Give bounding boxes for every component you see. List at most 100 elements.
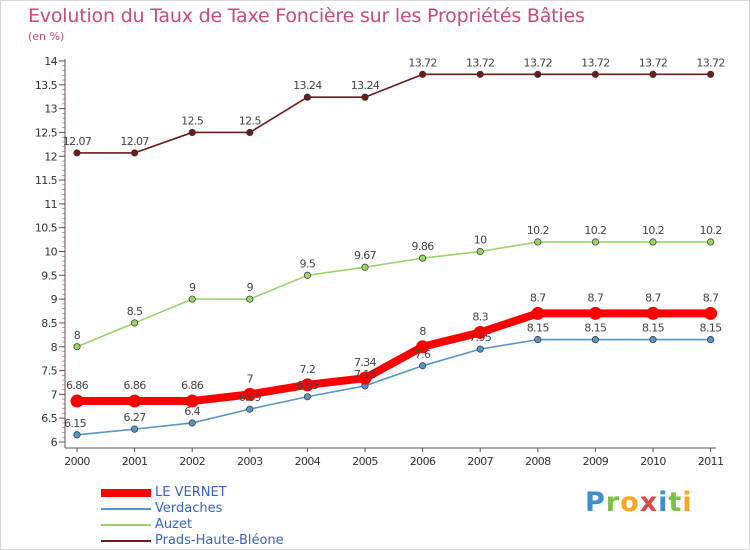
- data-point: [476, 345, 484, 353]
- data-label: 8: [74, 329, 81, 342]
- data-label: 13.72: [581, 56, 610, 69]
- y-tick-label: 6.5: [41, 412, 57, 425]
- data-label: 7: [247, 372, 254, 385]
- data-point: [649, 336, 657, 344]
- data-point: [246, 128, 254, 136]
- data-label: 13.24: [351, 79, 380, 92]
- data-point: [246, 405, 254, 413]
- series-line: [76, 338, 712, 436]
- chart-title: Evolution du Taux de Taxe Foncière sur l…: [28, 5, 585, 27]
- data-point: [243, 387, 257, 401]
- data-label: 13.24: [293, 79, 322, 92]
- data-label: 7.18: [354, 368, 377, 381]
- data-label: 9.5: [300, 257, 316, 270]
- legend-swatch: [101, 540, 151, 542]
- data-point: [303, 93, 311, 101]
- data-point: [358, 371, 372, 385]
- data-point: [476, 247, 484, 256]
- data-label: 6.86: [66, 379, 89, 392]
- y-tick-label: 8: [51, 341, 58, 354]
- y-tick-label: 10: [44, 246, 57, 259]
- data-label: 8: [419, 325, 426, 338]
- data-label: 8.7: [703, 291, 719, 304]
- data-point: [131, 319, 139, 327]
- x-tick-label: 2008: [525, 455, 551, 468]
- legend-swatch: [101, 524, 151, 526]
- data-point: [188, 295, 196, 303]
- data-label: 8.3: [472, 310, 488, 323]
- legend-label: LE VERNET: [155, 485, 227, 500]
- data-label: 8.15: [584, 322, 607, 335]
- x-tick-label: 2002: [179, 455, 205, 468]
- data-label: 10.2: [527, 224, 549, 237]
- data-point: [531, 306, 545, 320]
- data-point: [303, 271, 311, 279]
- data-label: 6.86: [181, 379, 204, 392]
- series-line: [76, 73, 712, 154]
- data-label: 10: [474, 234, 487, 247]
- y-tick-label: 11.5: [35, 174, 58, 187]
- y-tick-label: 7.5: [41, 365, 57, 378]
- data-point: [73, 343, 81, 351]
- series-line: [76, 241, 712, 348]
- data-label: 7.95: [469, 331, 492, 344]
- data-point: [185, 394, 199, 408]
- data-label: 7.2: [300, 363, 316, 376]
- data-label: 6.69: [239, 391, 262, 404]
- data-label: 6.95: [296, 379, 319, 392]
- data-label: 12.5: [181, 114, 204, 127]
- data-point: [646, 306, 660, 320]
- unit-label: (en %): [28, 30, 65, 43]
- data-point: [419, 362, 427, 370]
- data-point: [73, 149, 81, 157]
- data-label: 10.2: [584, 224, 606, 237]
- data-point: [649, 70, 657, 78]
- data-point: [707, 238, 715, 246]
- data-point: [704, 306, 718, 320]
- data-point: [128, 394, 142, 408]
- y-tick-label: 7: [51, 388, 58, 401]
- data-label: 9: [189, 281, 196, 294]
- data-point: [707, 336, 715, 344]
- data-point: [419, 70, 427, 78]
- data-point: [361, 93, 369, 101]
- x-tick-label: 2005: [352, 455, 378, 468]
- y-tick-label: 13: [44, 103, 57, 116]
- data-label: 8.7: [588, 291, 604, 304]
- data-label: 7.34: [354, 356, 377, 369]
- data-point: [131, 149, 139, 157]
- data-point: [476, 70, 484, 78]
- data-point: [473, 325, 487, 339]
- x-tick-label: 2001: [122, 455, 148, 468]
- data-point: [534, 238, 542, 246]
- x-tick-label: 2009: [583, 455, 609, 468]
- data-point: [300, 378, 314, 392]
- y-tick-label: 12: [44, 150, 57, 163]
- x-tick-label: 2010: [640, 455, 666, 468]
- data-label: 12.07: [63, 135, 92, 148]
- data-point: [73, 431, 81, 439]
- legend-swatch: [101, 508, 151, 510]
- data-label: 10.2: [642, 224, 664, 237]
- y-tick-label: 11: [44, 198, 57, 211]
- x-tick-label: 2011: [698, 455, 724, 468]
- data-label: 8.15: [642, 322, 665, 335]
- legend-label: Verdaches: [155, 501, 223, 516]
- data-point: [188, 128, 196, 136]
- y-tick-label: 13.5: [35, 79, 58, 92]
- data-label: 8.7: [530, 291, 546, 304]
- x-tick-label: 2007: [467, 455, 493, 468]
- legend-label: Prads-Haute-Bléone: [155, 533, 284, 548]
- data-point: [361, 263, 369, 271]
- data-point: [188, 419, 196, 427]
- data-label: 12.07: [120, 135, 149, 148]
- data-label: 6.27: [124, 411, 147, 424]
- data-label: 13.72: [696, 56, 725, 69]
- x-tick-label: 2000: [64, 455, 90, 468]
- data-point: [591, 238, 599, 246]
- data-point: [591, 70, 599, 78]
- x-tick-label: 2004: [295, 455, 321, 468]
- data-point: [591, 336, 599, 344]
